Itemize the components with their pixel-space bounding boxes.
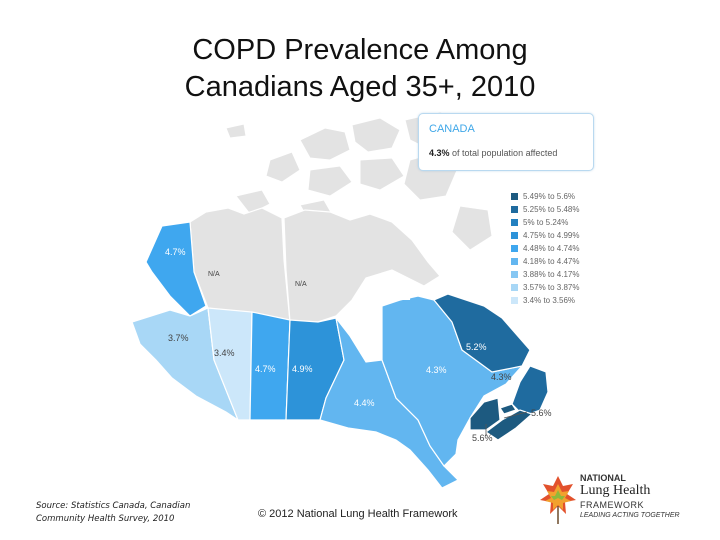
legend-label: 3.88% to 4.17% <box>523 270 580 279</box>
legend-item: 4.48% to 4.74% <box>511 242 579 255</box>
region-new-brunswick <box>469 397 501 431</box>
label-yukon: 4.7% <box>165 247 186 257</box>
summary-box: CANADA 4.3% of total population affected <box>418 113 594 171</box>
region-labrador <box>433 293 531 373</box>
legend-item: 3.57% to 3.87% <box>511 281 579 294</box>
label-nwt: N/A <box>208 271 220 278</box>
logo-line-1: NATIONAL <box>580 473 626 483</box>
region-pei <box>499 403 517 415</box>
summary-text: of total population affected <box>449 148 558 158</box>
legend-swatch <box>511 219 518 226</box>
legend-swatch <box>511 193 518 200</box>
source-line-2: Community Health Survey, 2010 <box>36 514 175 524</box>
chart-title: COPD Prevalence Among Canadians Aged 35+… <box>0 32 720 106</box>
label-labrador: 5.2% <box>466 342 487 352</box>
nlhf-logo: NATIONAL Lung Health FRAMEWORK LEADING A… <box>538 470 688 530</box>
legend-label: 5% to 5.24% <box>523 218 569 227</box>
label-quebec: 4.3% <box>426 365 447 375</box>
legend-label: 3.57% to 3.87% <box>523 283 580 292</box>
region-nova-scotia <box>484 409 534 441</box>
logo-tagline: LEADING ACTING TOGETHER <box>580 512 680 519</box>
legend-swatch <box>511 297 518 304</box>
legend-swatch <box>511 271 518 278</box>
label-bc: 3.7% <box>168 333 189 343</box>
label-nova-scotia: 5.6% <box>531 408 552 418</box>
legend-swatch <box>511 245 518 252</box>
region-alberta <box>207 307 253 421</box>
label-newfoundland: 4.3% <box>491 372 512 382</box>
legend: 5.49% to 5.6% 5.25% to 5.48% 5% to 5.24% 4.… <box>511 190 579 307</box>
leaf-icon <box>540 476 576 524</box>
region-newfoundland <box>511 365 549 417</box>
legend-item: 5% to 5.24% <box>511 216 579 229</box>
legend-label: 4.48% to 4.74% <box>523 244 580 253</box>
source-line-1: Source: Statistics Canada, Canadian <box>36 501 191 511</box>
legend-item: 3.88% to 4.17% <box>511 268 579 281</box>
leader-nova-scotia <box>503 411 528 419</box>
legend-swatch <box>511 206 518 213</box>
legend-label: 5.25% to 5.48% <box>523 205 580 214</box>
summary-value: 4.3% <box>429 148 450 158</box>
region-bc <box>131 307 240 422</box>
hudson-bay <box>336 270 412 362</box>
copyright: © 2012 National Lung Health Framework <box>258 508 458 520</box>
legend-item: 4.75% to 4.99% <box>511 229 579 242</box>
legend-label: 4.75% to 4.99% <box>523 231 580 240</box>
legend-item: 5.49% to 5.6% <box>511 190 579 203</box>
label-manitoba: 4.9% <box>292 364 313 374</box>
logo-line-2: Lung Health <box>580 483 651 498</box>
label-saskatchewan: 4.7% <box>255 364 276 374</box>
title-line-2: Canadians Aged 35+, 2010 <box>184 71 536 103</box>
legend-item: 3.4% to 3.56% <box>511 294 579 307</box>
summary-stat: 4.3% of total population affected <box>429 148 557 158</box>
legend-label: 3.4% to 3.56% <box>523 296 576 305</box>
legend-label: 4.18% to 4.47% <box>523 257 580 266</box>
label-alberta: 3.4% <box>214 348 235 358</box>
callout-lines <box>485 411 528 436</box>
label-new-brunswick: 5.6% <box>472 433 493 443</box>
title-line-1: COPD Prevalence Among <box>192 34 528 66</box>
logo-line-3: FRAMEWORK <box>580 500 644 510</box>
legend-item: 4.18% to 4.47% <box>511 255 579 268</box>
label-nunavut: N/A <box>295 281 307 288</box>
legend-swatch <box>511 232 518 239</box>
legend-item: 5.25% to 5.48% <box>511 203 579 216</box>
legend-swatch <box>511 284 518 291</box>
legend-label: 5.49% to 5.6% <box>523 192 576 201</box>
summary-country: CANADA <box>429 123 475 135</box>
source-note: Source: Statistics Canada, Canadian Comm… <box>36 500 190 526</box>
region-nwt <box>189 207 291 323</box>
legend-swatch <box>511 258 518 265</box>
label-ontario: 4.4% <box>354 398 375 408</box>
region-labels: 4.7% N/A N/A 3.7% 3.4% 4.7% 4.9% 4.4% 4.… <box>165 247 552 443</box>
